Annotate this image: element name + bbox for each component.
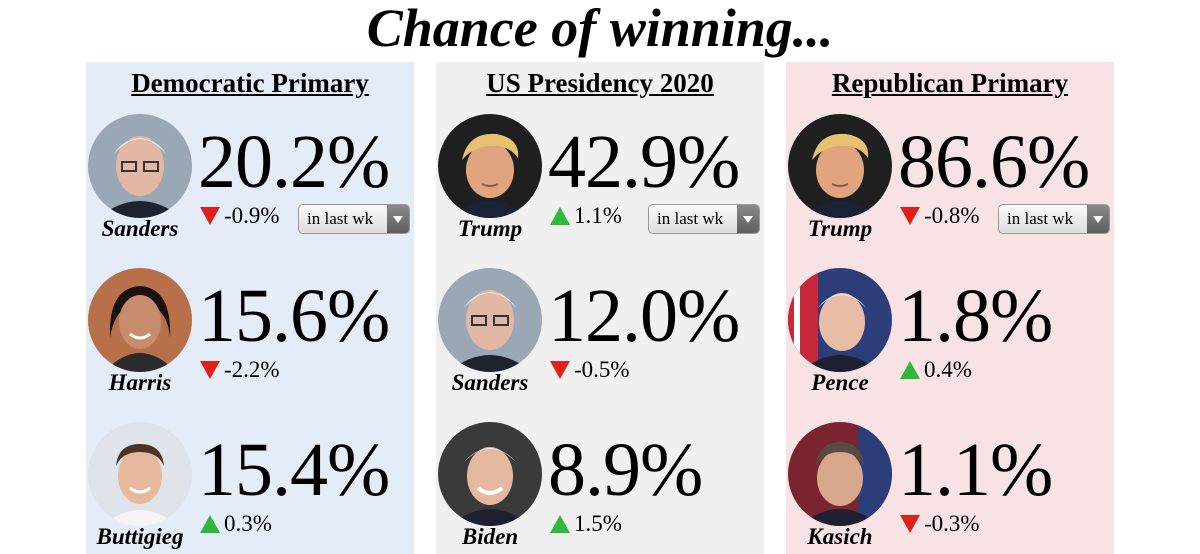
- candidate-card: Buttigieg 15.4% 0.3%: [86, 422, 414, 554]
- weekly-change: -2.2%: [200, 356, 280, 384]
- period-select-label: in last wk: [1007, 209, 1074, 228]
- period-select-label: in last wk: [657, 209, 724, 228]
- candidate-card: Kasich 1.1% -0.3%: [786, 422, 1114, 554]
- us-presidency-panel: US Presidency 2020 Trump 42.9% 1.1% in l…: [436, 62, 764, 554]
- chevron-down-icon[interactable]: [387, 205, 409, 233]
- candidate-name: Biden: [461, 524, 519, 549]
- candidate-photo: [438, 268, 542, 372]
- up-arrow-icon: [200, 514, 220, 533]
- panel-title[interactable]: US Presidency 2020: [486, 68, 714, 98]
- win-percentage: 20.2%: [198, 120, 390, 204]
- chevron-down-icon[interactable]: [737, 205, 759, 233]
- weekly-change: 1.1%: [550, 202, 622, 230]
- candidate-card: Trump 86.6% -0.8% in last wk: [786, 114, 1114, 264]
- democratic-primary-panel: Democratic Primary Sanders 20.2% -0.9% i…: [86, 62, 414, 554]
- win-percentage: 15.4%: [198, 428, 390, 512]
- weekly-change: -0.5%: [550, 356, 630, 384]
- candidate-name: Trump: [457, 216, 523, 241]
- change-value: -0.3%: [924, 511, 980, 536]
- down-arrow-icon: [200, 360, 220, 379]
- down-arrow-icon: [900, 206, 920, 225]
- win-percentage: 8.9%: [548, 428, 703, 512]
- candidate-card: Pence 1.8% 0.4%: [786, 268, 1114, 418]
- candidate-card: Trump 42.9% 1.1% in last wk: [436, 114, 764, 264]
- page-title: Chance of winning...: [366, 0, 834, 58]
- candidate-photo: [788, 268, 892, 372]
- candidate-name: Sanders: [451, 370, 529, 395]
- candidate-photo: [438, 114, 542, 218]
- weekly-change: -0.3%: [900, 510, 980, 538]
- change-value: 0.3%: [224, 511, 272, 536]
- period-select[interactable]: in last wk: [998, 204, 1110, 234]
- candidate-photo: [88, 422, 192, 526]
- candidate-name: Sanders: [101, 216, 179, 241]
- up-arrow-icon: [550, 206, 570, 225]
- candidate-card: Harris 15.6% -2.2%: [86, 268, 414, 418]
- change-value: 1.1%: [574, 203, 622, 228]
- candidate-photo: [788, 422, 892, 526]
- candidate-photo: [788, 114, 892, 218]
- win-percentage: 86.6%: [898, 120, 1090, 204]
- weekly-change: -0.9%: [200, 202, 280, 230]
- down-arrow-icon: [900, 514, 920, 533]
- change-value: 0.4%: [924, 357, 972, 382]
- period-select[interactable]: in last wk: [648, 204, 760, 234]
- change-value: -0.5%: [574, 357, 630, 382]
- change-value: -0.9%: [224, 203, 280, 228]
- period-select-label: in last wk: [307, 209, 374, 228]
- candidate-card: Biden 8.9% 1.5%: [436, 422, 764, 554]
- candidate-name: Pence: [811, 370, 869, 395]
- candidate-card: Sanders 20.2% -0.9% in last wk: [86, 114, 414, 264]
- candidate-photo: [438, 422, 542, 526]
- win-percentage: 42.9%: [548, 120, 740, 204]
- win-percentage: 12.0%: [548, 274, 740, 358]
- chevron-down-icon[interactable]: [1087, 205, 1109, 233]
- change-value: -2.2%: [224, 357, 280, 382]
- up-arrow-icon: [900, 360, 920, 379]
- period-select[interactable]: in last wk: [298, 204, 410, 234]
- republican-primary-panel: Republican Primary Trump 86.6% -0.8% in …: [786, 62, 1114, 554]
- up-arrow-icon: [550, 514, 570, 533]
- win-percentage: 1.8%: [898, 274, 1053, 358]
- win-percentage: 1.1%: [898, 428, 1053, 512]
- win-percentage: 15.6%: [198, 274, 390, 358]
- down-arrow-icon: [200, 206, 220, 225]
- candidate-name: Trump: [807, 216, 873, 241]
- panel-title[interactable]: Republican Primary: [831, 68, 1069, 98]
- candidate-photo: [88, 268, 192, 372]
- panel-title[interactable]: Democratic Primary: [131, 68, 369, 98]
- change-value: -0.8%: [924, 203, 980, 228]
- candidate-card: Sanders 12.0% -0.5%: [436, 268, 764, 418]
- candidate-photo: [88, 114, 192, 218]
- down-arrow-icon: [550, 360, 570, 379]
- weekly-change: 1.5%: [550, 510, 622, 538]
- change-value: 1.5%: [574, 511, 622, 536]
- candidate-name: Kasich: [807, 524, 873, 549]
- weekly-change: 0.3%: [200, 510, 272, 538]
- candidate-name: Harris: [108, 370, 172, 395]
- weekly-change: -0.8%: [900, 202, 980, 230]
- weekly-change: 0.4%: [900, 356, 972, 384]
- candidate-name: Buttigieg: [96, 524, 184, 549]
